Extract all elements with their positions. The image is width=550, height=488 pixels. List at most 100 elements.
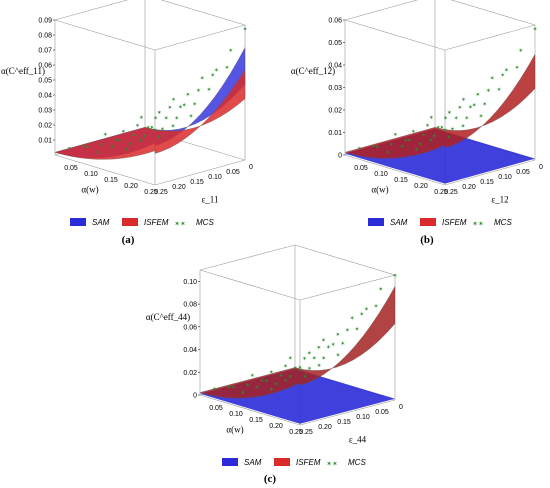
mcs-marker: ✶ bbox=[478, 113, 483, 120]
legend-label-isfem: ISFEM bbox=[442, 218, 467, 227]
mcs-marker: ✶ bbox=[460, 123, 465, 130]
mcs-marker: ✶ bbox=[113, 137, 118, 144]
legend-label-sam: SAM bbox=[244, 458, 262, 467]
legend-label-isfem: ISFEM bbox=[144, 218, 169, 227]
y-tick-label: 0.05 bbox=[516, 169, 530, 176]
panel-label-c: (c) bbox=[264, 473, 277, 485]
x-tick-label: 0.15 bbox=[104, 177, 118, 184]
z-tick-label: 0.07 bbox=[38, 48, 52, 55]
mcs-marker: ✶ bbox=[392, 273, 397, 280]
mcs-marker: ✶ bbox=[264, 378, 269, 385]
mcs-marker: ✶ bbox=[245, 382, 250, 389]
mcs-marker: ✶ bbox=[432, 133, 437, 140]
legend-swatch-sam bbox=[222, 458, 238, 466]
mcs-marker: ✶ bbox=[228, 47, 233, 54]
box-edge bbox=[344, 0, 419, 21]
legend-swatch-sam bbox=[368, 218, 384, 226]
mcs-marker: ✶ bbox=[468, 104, 473, 111]
mcs-marker: ✶ bbox=[178, 104, 183, 111]
mcs-marker: ✶ bbox=[297, 364, 302, 371]
y-tick-label: 0 bbox=[539, 164, 543, 171]
mcs-marker: ✶ bbox=[95, 149, 100, 156]
mcs-marker: ✶ bbox=[518, 47, 523, 54]
mcs-marker: ✶ bbox=[259, 378, 264, 385]
mcs-marker: ✶ bbox=[403, 137, 408, 144]
y-tick-label: 0.15 bbox=[190, 179, 204, 186]
mcs-marker: ✶ bbox=[307, 366, 312, 373]
mcs-marker: ✶ bbox=[214, 67, 219, 74]
z-tick-label: 0.09 bbox=[38, 18, 52, 25]
legend-label-isfem: ISFEM bbox=[296, 458, 321, 467]
x-axis-label: α(w) bbox=[226, 425, 243, 435]
mcs-marker: ✶ bbox=[335, 331, 340, 338]
y-axis-label: ε_11 bbox=[202, 195, 219, 205]
mcs-marker: ✶ bbox=[174, 115, 179, 122]
mcs-marker: ✶ bbox=[490, 75, 495, 82]
legend-label-mcs: MCS bbox=[494, 218, 512, 227]
box-edge bbox=[154, 24, 246, 51]
box-edge bbox=[299, 274, 396, 301]
mcs-marker: ✶ bbox=[164, 115, 169, 122]
box-edge bbox=[344, 154, 446, 186]
y-tick-label: 0 bbox=[399, 404, 403, 411]
mcs-marker: ✶ bbox=[326, 344, 331, 351]
x-tick-label: 0.05 bbox=[354, 165, 368, 172]
mcs-marker: ✶ bbox=[293, 365, 298, 372]
mcs-marker: ✶ bbox=[288, 374, 293, 381]
mcs-marker: ✶ bbox=[331, 341, 336, 348]
box-edge bbox=[199, 269, 301, 301]
z-tick-label: 0.08 bbox=[183, 302, 197, 309]
z-tick-label: 0.06 bbox=[183, 324, 197, 331]
mcs-marker: ✶ bbox=[255, 384, 260, 391]
surface-isfem bbox=[199, 285, 396, 399]
mcs-marker: ✶ bbox=[407, 138, 412, 145]
mcs-marker: ✶ bbox=[375, 144, 380, 151]
box-edge bbox=[344, 19, 446, 51]
x-tick-label: 0.20 bbox=[414, 183, 428, 190]
x-axis-label: α(w) bbox=[371, 185, 388, 195]
legend-label-sam: SAM bbox=[92, 218, 110, 227]
mcs-marker: ✶ bbox=[269, 386, 274, 393]
legend-mcs-icon: ✶✶ bbox=[174, 220, 186, 228]
mcs-marker: ✶ bbox=[131, 132, 136, 139]
box-edge bbox=[294, 244, 396, 276]
mcs-marker: ✶ bbox=[242, 26, 247, 33]
z-tick-label: 0.04 bbox=[183, 347, 197, 354]
z-tick-label: 0.05 bbox=[38, 78, 52, 85]
mcs-marker: ✶ bbox=[389, 141, 394, 148]
mcs-marker: ✶ bbox=[302, 374, 307, 381]
x-tick-label: 0.25 bbox=[144, 189, 158, 196]
z-tick-label: 0.03 bbox=[38, 108, 52, 115]
mcs-marker: ✶ bbox=[461, 96, 466, 103]
panel-label-b: (b) bbox=[420, 234, 434, 246]
mcs-marker: ✶ bbox=[200, 75, 205, 82]
mcs-marker: ✶ bbox=[350, 315, 355, 322]
mcs-marker: ✶ bbox=[188, 113, 193, 120]
z-tick-label: 0.02 bbox=[183, 370, 197, 377]
x-tick-label: 0.10 bbox=[229, 411, 243, 418]
mcs-marker: ✶ bbox=[156, 134, 161, 141]
mcs-marker: ✶ bbox=[206, 87, 211, 94]
mcs-marker: ✶ bbox=[212, 386, 217, 393]
z-tick-label: 0.08 bbox=[38, 33, 52, 40]
legend-label-sam: SAM bbox=[390, 218, 408, 227]
x-tick-label: 0.10 bbox=[84, 171, 98, 178]
x-tick-label: 0.05 bbox=[209, 405, 223, 412]
mcs-marker: ✶ bbox=[192, 101, 197, 108]
panel-label-a: (a) bbox=[122, 234, 135, 246]
mcs-marker: ✶ bbox=[135, 122, 140, 129]
z-tick-label: 0.05 bbox=[328, 40, 342, 47]
mcs-marker: ✶ bbox=[283, 378, 288, 385]
mcs-marker: ✶ bbox=[226, 384, 231, 391]
mcs-marker: ✶ bbox=[421, 132, 426, 139]
mcs-marker: ✶ bbox=[250, 372, 255, 379]
box-edge bbox=[154, 159, 246, 186]
mcs-marker: ✶ bbox=[321, 355, 326, 362]
chart-panel-a: ✶ ✶✶ ✶✶✶✶ ✶✶✶✶✶✶✶✶✶✶✶✶ ✶✶✶✶✶✶✶✶✶✶✶✶✶✶✶✶✶✶✶✶✶… bbox=[1, 0, 253, 246]
z-tick-label: 0.01 bbox=[38, 138, 52, 145]
mcs-marker: ✶ bbox=[269, 369, 274, 376]
y-tick-label: 0.15 bbox=[480, 179, 494, 186]
mcs-marker: ✶ bbox=[124, 146, 129, 153]
box-edge bbox=[160, 0, 246, 26]
legend-mcs-icon: ✶✶ bbox=[326, 460, 338, 468]
